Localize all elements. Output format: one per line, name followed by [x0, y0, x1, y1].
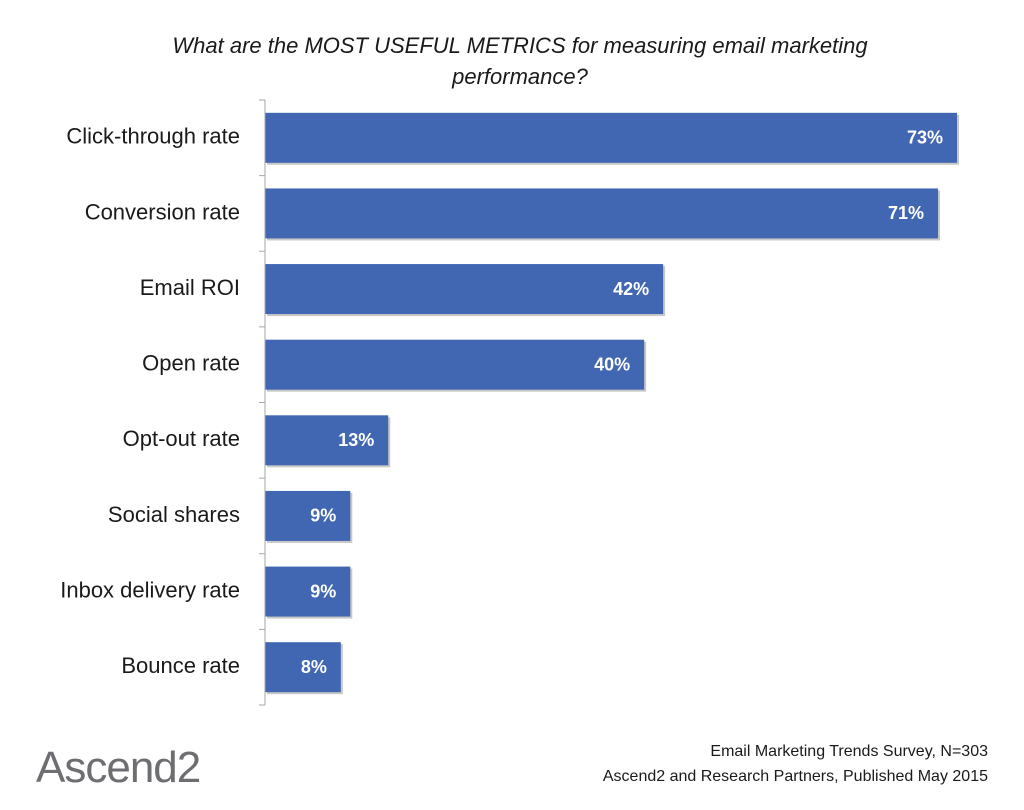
- category-label: Opt-out rate: [123, 426, 240, 451]
- bar: [265, 490, 351, 541]
- category-label: Inbox delivery rate: [60, 577, 240, 602]
- value-label: 40%: [594, 354, 630, 374]
- bar: [265, 339, 645, 390]
- category-label: Conversion rate: [85, 199, 240, 224]
- category-label: Bounce rate: [121, 653, 240, 678]
- value-label: 71%: [888, 203, 924, 223]
- value-label: 8%: [301, 657, 327, 677]
- bar: [265, 112, 957, 163]
- chart-title: What are the MOST USEFUL METRICS for mea…: [172, 33, 868, 89]
- value-label: 73%: [907, 128, 943, 148]
- source-line: Ascend2 and Research Partners, Published…: [603, 768, 988, 785]
- source-line: Email Marketing Trends Survey, N=303: [710, 743, 988, 760]
- value-label: 9%: [310, 506, 336, 526]
- value-label: 42%: [613, 279, 649, 299]
- logo: Ascend2: [36, 743, 200, 792]
- value-label: 13%: [338, 430, 374, 450]
- bar: [265, 642, 341, 693]
- bar: [265, 188, 939, 239]
- category-label: Email ROI: [140, 275, 240, 300]
- bar: [265, 566, 351, 617]
- bar: [265, 415, 389, 466]
- bar: [265, 264, 664, 315]
- category-label: Social shares: [108, 502, 240, 527]
- category-label: Open rate: [142, 351, 240, 376]
- value-label: 9%: [310, 581, 336, 601]
- category-label: Click-through rate: [66, 124, 240, 149]
